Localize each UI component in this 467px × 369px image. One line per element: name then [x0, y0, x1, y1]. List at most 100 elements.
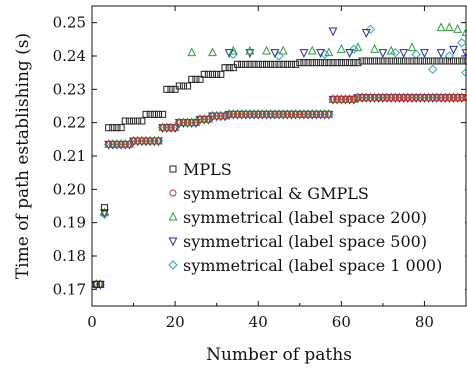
data-point	[391, 57, 399, 65]
data-marks	[91, 22, 467, 290]
data-point	[390, 47, 401, 58]
data-point	[146, 137, 154, 145]
data-point	[287, 110, 295, 118]
data-point	[425, 57, 433, 65]
data-point	[179, 119, 187, 127]
data-point	[168, 211, 178, 221]
y-tick-label: 0.19	[53, 214, 86, 232]
data-point	[458, 57, 466, 65]
x-tick-label: 20	[166, 313, 185, 331]
data-point	[117, 140, 125, 148]
data-point	[433, 94, 441, 102]
data-point	[429, 94, 437, 102]
series-square	[92, 57, 467, 288]
data-point	[324, 47, 334, 57]
data-point	[329, 95, 337, 103]
data-point	[457, 37, 467, 48]
data-point	[113, 140, 121, 148]
data-point	[308, 110, 316, 118]
data-point	[304, 59, 312, 67]
data-point	[167, 124, 175, 132]
data-point	[196, 75, 204, 83]
data-point	[337, 59, 345, 67]
x-tick-label: 40	[249, 313, 268, 331]
data-point	[168, 260, 178, 270]
legend-item: MPLS	[169, 160, 232, 179]
data-point	[416, 94, 424, 102]
data-point	[362, 94, 370, 102]
x-tick-label: 80	[415, 313, 434, 331]
data-point	[333, 95, 341, 103]
data-point	[184, 119, 192, 127]
data-point	[179, 82, 187, 90]
data-point	[325, 59, 333, 67]
data-point	[354, 59, 362, 67]
data-point	[387, 94, 395, 102]
data-point	[296, 110, 304, 118]
data-point	[263, 60, 271, 68]
data-point	[371, 57, 379, 65]
data-point	[408, 57, 416, 65]
data-point	[412, 94, 420, 102]
data-point	[208, 47, 217, 57]
legend-background	[164, 151, 465, 297]
data-point	[224, 49, 234, 58]
data-point	[462, 57, 467, 65]
data-point	[130, 137, 138, 145]
data-point	[399, 49, 409, 58]
data-point	[337, 95, 345, 103]
data-point	[92, 280, 100, 288]
data-point	[353, 42, 363, 52]
data-point	[453, 24, 463, 33]
data-point	[196, 115, 204, 123]
data-point	[391, 94, 399, 102]
data-point	[454, 57, 462, 65]
data-point	[304, 110, 312, 118]
axis-ticks: 0 20 40 60 80 0.17 0.18 0.19 0.20 0.21 0.22 0.23 0.2…	[53, 6, 466, 331]
x-tick-label: 60	[332, 313, 351, 331]
data-point	[159, 110, 167, 118]
data-point	[296, 59, 304, 67]
data-point	[450, 94, 458, 102]
data-point	[420, 49, 429, 58]
data-point	[204, 115, 212, 123]
data-point	[420, 94, 428, 102]
legend-label: symmetrical (label space 200)	[183, 208, 427, 227]
data-point	[458, 94, 466, 102]
data-point	[437, 57, 445, 65]
data-point	[461, 27, 467, 37]
data-point	[187, 47, 197, 57]
data-point	[200, 70, 208, 78]
data-point	[441, 94, 449, 102]
data-point	[312, 110, 320, 118]
data-point	[238, 110, 246, 118]
data-point	[341, 95, 349, 103]
data-point	[246, 110, 254, 118]
data-point	[361, 29, 371, 38]
data-point	[242, 60, 250, 68]
data-point	[461, 67, 467, 78]
data-point	[444, 51, 455, 61]
legend-item: symmetrical & GMPLS	[169, 184, 369, 203]
data-point	[175, 82, 183, 90]
data-point	[407, 42, 417, 52]
data-point	[321, 110, 329, 118]
data-point	[396, 57, 404, 65]
data-point	[192, 75, 200, 83]
data-point	[271, 60, 279, 68]
data-point	[130, 117, 138, 125]
data-point	[217, 112, 225, 120]
data-point	[307, 45, 317, 55]
data-point	[378, 49, 388, 58]
data-point	[138, 117, 146, 125]
data-point	[154, 137, 162, 145]
data-point	[461, 49, 467, 58]
y-tick-label: 0.18	[53, 247, 86, 265]
data-point	[387, 57, 395, 65]
data-point	[450, 57, 458, 65]
data-point	[349, 44, 359, 55]
data-point	[138, 137, 146, 145]
data-point	[375, 94, 383, 102]
data-point	[238, 60, 246, 68]
data-point	[150, 137, 158, 145]
